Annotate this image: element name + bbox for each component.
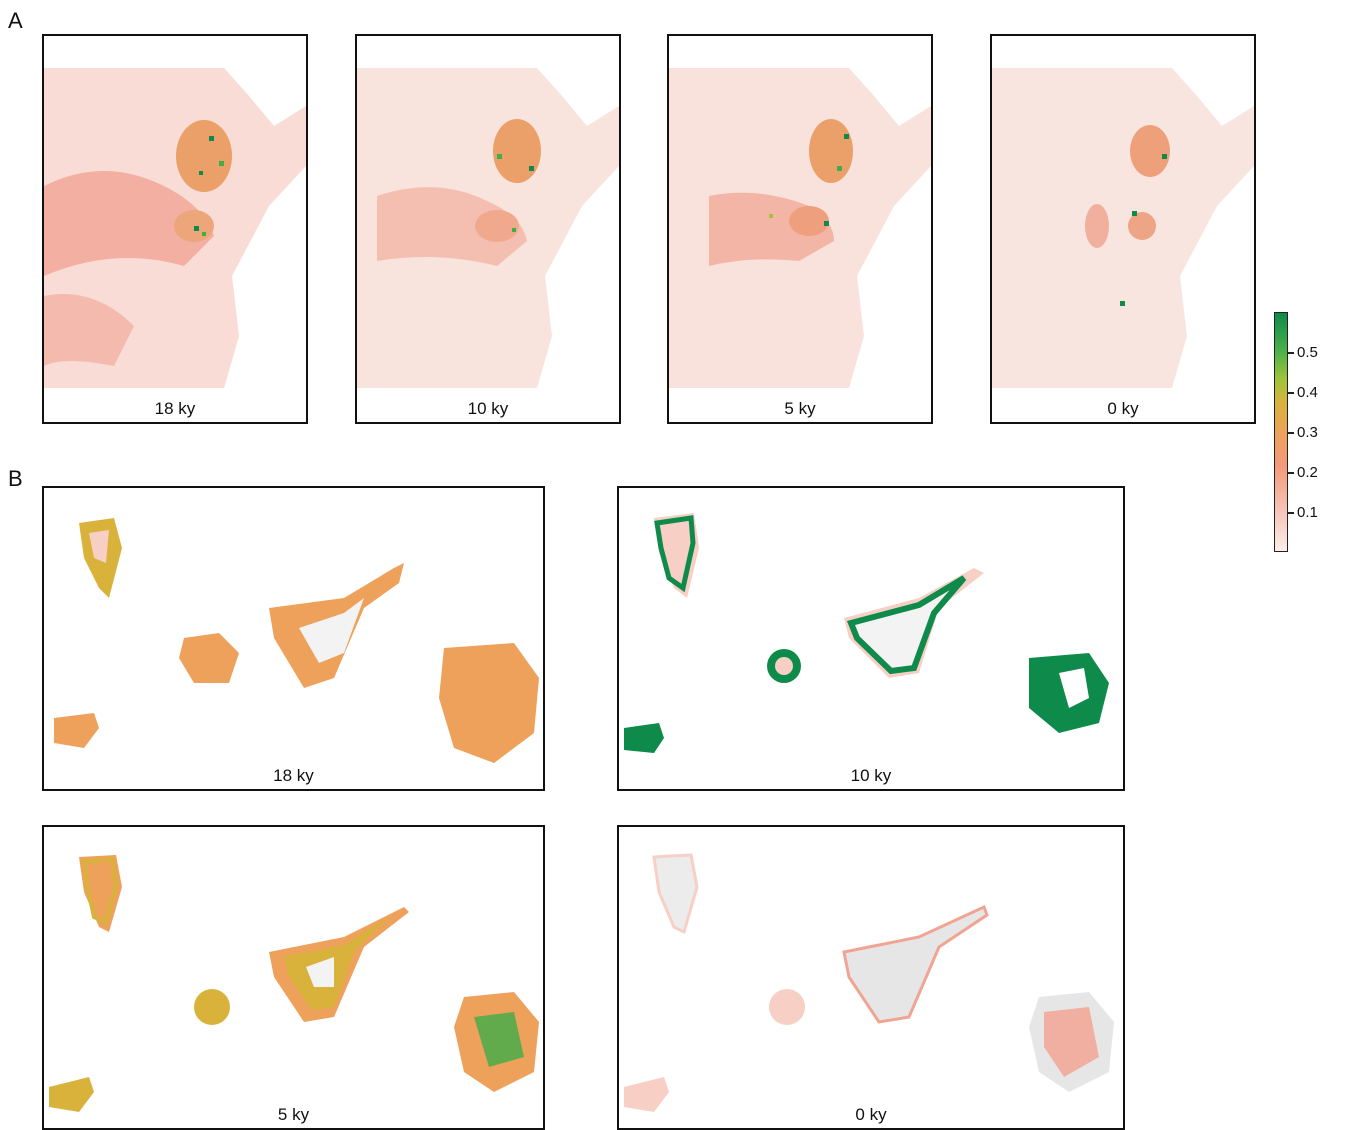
colorbar-label-0.1: 0.1: [1297, 504, 1318, 521]
colorbar-tick: [1288, 392, 1294, 394]
panel-a-letter: A: [8, 8, 23, 33]
africa-map-10ky: [357, 68, 619, 388]
islands-map-0ky: [624, 853, 1114, 1112]
colorbar-tick: [1288, 352, 1294, 354]
map-b-label-5ky: 5 ky: [277, 1105, 310, 1124]
colorbar-tick: [1288, 472, 1294, 474]
africa-map-5ky: [669, 68, 931, 388]
map-a-5ky: 5 ky: [667, 34, 933, 424]
map-b-18ky: 18 ky: [42, 486, 545, 791]
colorbar-label-0.4: 0.4: [1297, 384, 1318, 401]
map-a-label-10ky: 10 ky: [467, 399, 509, 418]
map-a-label-0ky: 0 ky: [1107, 399, 1139, 418]
islands-map-5ky: [49, 855, 539, 1112]
map-b-10ky: 10 ky: [617, 486, 1125, 791]
map-b-0ky: 0 ky: [617, 825, 1125, 1130]
colorbar-tick: [1288, 512, 1294, 514]
map-b-label-18ky: 18 ky: [273, 766, 314, 785]
islands-map-10ky: [624, 513, 1109, 753]
africa-map-0ky: [992, 68, 1254, 388]
map-b-5ky: 5 ky: [42, 825, 545, 1130]
map-a-18ky: 18 ky: [42, 34, 308, 424]
colorbar-tick: [1288, 432, 1294, 434]
africa-map-18ky: [44, 68, 306, 388]
map-a-label-18ky: 18 ky: [154, 399, 196, 418]
colorbar-label-0.5: 0.5: [1297, 344, 1318, 361]
map-a-10ky: 10 ky: [355, 34, 621, 424]
panel-b-letter: B: [8, 466, 23, 491]
colorbar-label-0.2: 0.2: [1297, 464, 1318, 481]
islands-map-18ky: [54, 518, 539, 763]
map-b-label-10ky: 10 ky: [850, 766, 892, 785]
colorbar-label-0.3: 0.3: [1297, 424, 1318, 441]
map-a-0ky: 0 ky: [990, 34, 1256, 424]
map-b-label-0ky: 0 ky: [855, 1105, 887, 1124]
colorbar: [1274, 312, 1288, 552]
map-a-label-5ky: 5 ky: [784, 399, 816, 418]
